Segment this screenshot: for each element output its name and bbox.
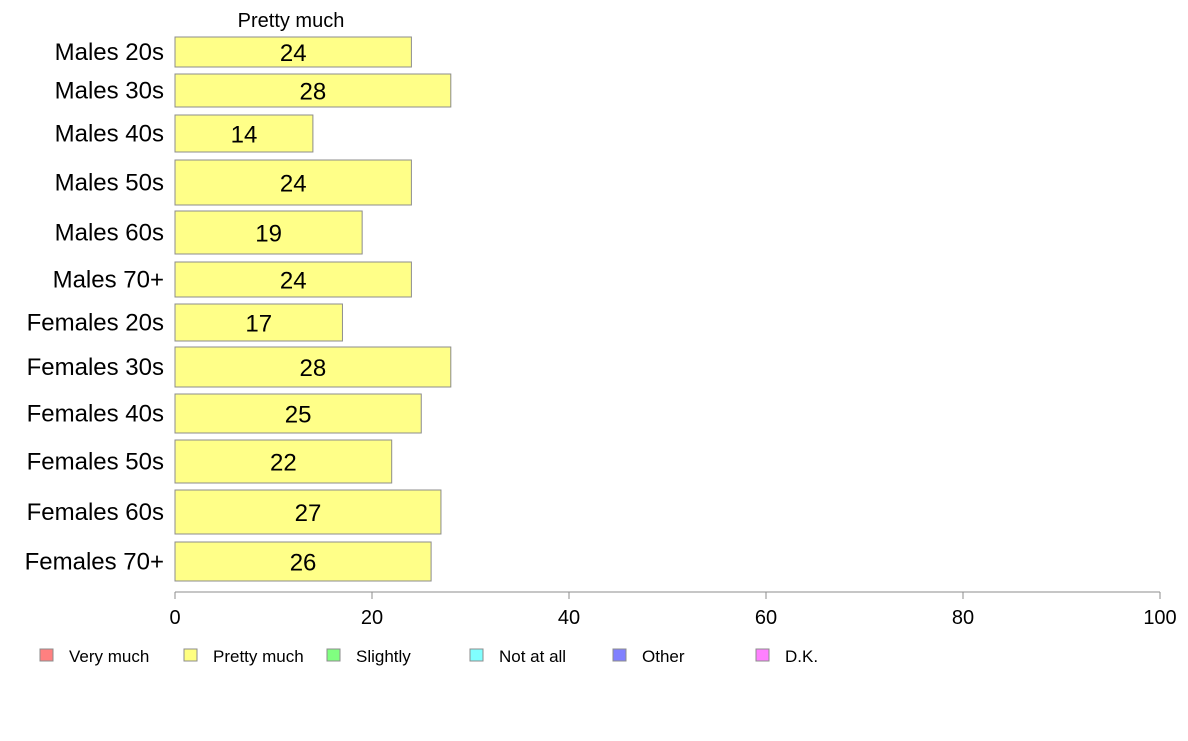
- x-axis: 0 20 40 60 80 100: [169, 591, 1177, 629]
- category-label: Females 40s: [27, 401, 164, 428]
- bar-value-label: 14: [231, 122, 258, 149]
- bar: [174, 346, 452, 388]
- x-tick-label: 20: [361, 607, 383, 629]
- x-tick-label: 60: [755, 607, 777, 629]
- category-label: Females 60s: [27, 499, 164, 526]
- bar-value-label: 26: [290, 550, 317, 577]
- bar: [174, 541, 432, 582]
- category-label: Males 30s: [55, 78, 164, 105]
- bar-value-label: 24: [280, 40, 307, 67]
- category-label: Males 20s: [55, 39, 164, 66]
- bar-value-label: 17: [245, 311, 272, 338]
- bar: [174, 159, 412, 206]
- x-tick-label: 100: [1143, 607, 1176, 629]
- legend-swatch: [755, 648, 770, 662]
- x-tick-label: 80: [952, 607, 974, 629]
- category-label: Females 20s: [27, 310, 164, 337]
- bar: [174, 210, 363, 255]
- legend-label: Other: [642, 647, 685, 666]
- bar-value-label: 25: [285, 402, 312, 429]
- bar: [174, 303, 343, 342]
- legend-label: Not at all: [499, 647, 566, 666]
- category-label: Males 50s: [55, 170, 164, 197]
- bar-value-label: 28: [300, 79, 327, 106]
- bar: [174, 114, 314, 153]
- bar-value-label: 19: [255, 221, 282, 248]
- x-tick-label: 0: [169, 607, 180, 629]
- bar-value-label: 24: [280, 171, 307, 198]
- category-label: Females 30s: [27, 354, 164, 381]
- bar-value-label: 27: [295, 500, 322, 527]
- x-tick-label: 40: [558, 607, 580, 629]
- legend-swatch: [612, 648, 627, 662]
- bar: [174, 489, 442, 535]
- bar-value-label: 22: [270, 450, 297, 477]
- bar: [174, 393, 422, 434]
- legend: Very much Pretty much Slightly Not at all Ot…: [39, 647, 818, 666]
- bar: [174, 36, 412, 68]
- legend-label: D.K.: [785, 647, 818, 666]
- bar: [174, 439, 393, 484]
- legend-swatch: [183, 648, 198, 662]
- category-label: Males 70+: [53, 267, 164, 294]
- legend-label: Very much: [69, 647, 149, 666]
- legend-swatch: [39, 648, 54, 662]
- bar-value-label: 24: [280, 268, 307, 295]
- bar-value-label: 28: [300, 355, 327, 382]
- category-label: Females 70+: [25, 549, 164, 576]
- category-label: Females 50s: [27, 449, 164, 476]
- series-header-label: Pretty much: [238, 10, 345, 32]
- legend-swatch: [469, 648, 484, 662]
- bar: [174, 261, 412, 298]
- bars-layer: Males 20s 24 Males 30s 28 Males 40s 14 Males 5…: [25, 36, 452, 582]
- legend-swatch: [326, 648, 341, 662]
- category-label: Males 40s: [55, 121, 164, 148]
- category-label: Males 60s: [55, 220, 164, 247]
- bar: [174, 73, 452, 108]
- legend-label: Pretty much: [213, 647, 304, 666]
- legend-label: Slightly: [356, 647, 411, 666]
